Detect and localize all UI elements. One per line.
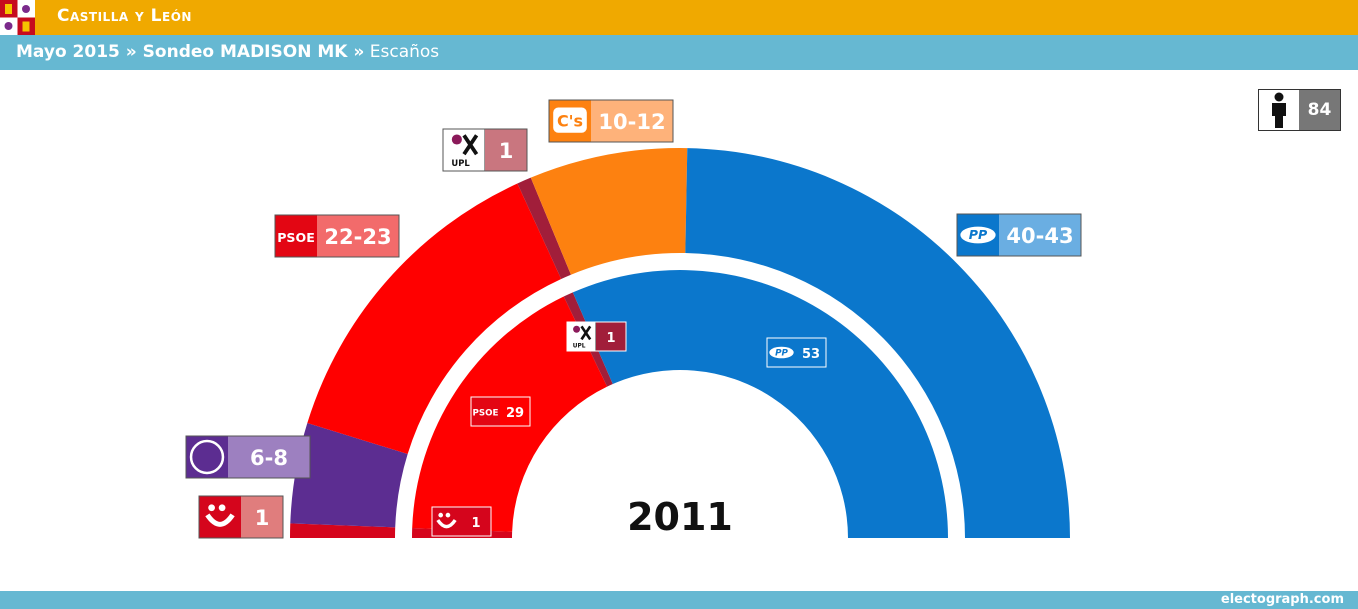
- svg-text:PP: PP: [775, 348, 788, 358]
- cs-logo-icon: C's: [549, 100, 591, 142]
- psoe-logo-icon: PSOE: [275, 215, 317, 257]
- total-seats-value: 84: [1299, 90, 1340, 130]
- poll-label-value: 10-12: [598, 110, 665, 134]
- result-2011-label-value: 53: [802, 347, 820, 362]
- poll-label-box: [317, 215, 399, 257]
- svg-text:C's: C's: [557, 111, 583, 130]
- poll-arc-c-s: [530, 148, 688, 275]
- poll-arc-podemos: [290, 423, 408, 528]
- pp-logo-icon: PP: [767, 338, 796, 367]
- poll-label-value: 40-43: [1006, 224, 1073, 248]
- poll-label-podemos: 6-8: [185, 435, 311, 479]
- outer-ring: [290, 148, 1070, 539]
- svg-text:UPL: UPL: [573, 344, 586, 350]
- svg-text:PSOE: PSOE: [277, 230, 315, 245]
- poll-label-pp: PP 40-43: [956, 213, 1082, 257]
- subtitle-light: Escaños: [364, 42, 440, 62]
- poll-label-box: [228, 436, 310, 478]
- poll-label-value: 6-8: [250, 446, 288, 470]
- result-2011-label-pp: PP 53: [766, 337, 827, 368]
- podemos-logo-icon: [186, 436, 228, 478]
- result-2011-label-value: 29: [506, 406, 524, 421]
- iu-logo-icon: [199, 496, 241, 538]
- poll-label-value: 22-23: [324, 225, 391, 249]
- result-2011-label-box: [461, 507, 491, 536]
- pp-logo-icon: PP: [957, 214, 999, 256]
- upl-logo-icon: UPL: [442, 128, 486, 172]
- result-2011-label-value: 1: [606, 331, 615, 346]
- result-2011-label-box: [596, 322, 626, 351]
- result-2011-label-iu: 1: [431, 506, 492, 537]
- result-2011-label-upl: UPL 1: [566, 321, 627, 352]
- poll-label-upl: UPL 1: [442, 128, 528, 172]
- labels: 1 6-8 PSOE 22-23 UPL 1 C's 10-12 PP 40-43 1 PSOE 29 U…: [185, 99, 1082, 539]
- poll-label-box: [591, 100, 673, 142]
- result-2011-label-box: [500, 397, 530, 426]
- footer-bar: electograph.com: [0, 591, 1358, 609]
- person-icon: [1272, 92, 1286, 128]
- svg-text:PSOE: PSOE: [473, 409, 499, 419]
- result-2011-label-value: 1: [471, 516, 480, 531]
- poll-label-value: 1: [499, 139, 514, 163]
- subtitle: Mayo 2015 » Sondeo MADISON MK » Escaños: [16, 42, 439, 62]
- poll-arc-iu: [290, 523, 396, 538]
- upl-logo-icon: UPL: [566, 321, 597, 352]
- poll-arc-upl: [517, 177, 571, 279]
- region-title: Castilla y León: [57, 6, 192, 26]
- result-2011-arc-pp: [572, 270, 948, 538]
- subtitle-bold: Mayo 2015 » Sondeo MADISON MK »: [16, 42, 365, 62]
- credit: electograph.com: [1220, 592, 1344, 607]
- psoe-logo-icon: PSOE: [471, 397, 500, 426]
- poll-label-psoe: PSOE 22-23: [274, 214, 400, 258]
- poll-arc-pp: [685, 148, 1070, 539]
- total-seats-box: 84: [1258, 89, 1341, 131]
- region-bar: Castilla y León: [0, 0, 1358, 35]
- poll-label-box: [241, 496, 283, 538]
- iu-logo-icon: [432, 507, 461, 536]
- poll-label-box: [999, 214, 1081, 256]
- subtitle-bar: Mayo 2015 » Sondeo MADISON MK » Escaños: [0, 35, 1358, 70]
- poll-label-c-s: C's 10-12: [548, 99, 674, 143]
- poll-label-box: [485, 129, 527, 171]
- castilla-leon-flag-icon: [0, 0, 35, 35]
- poll-arc-psoe: [307, 183, 562, 454]
- svg-text:PP: PP: [969, 227, 988, 242]
- year-label: 2011: [627, 495, 733, 539]
- svg-text:UPL: UPL: [451, 158, 470, 168]
- result-2011-label-box: [796, 338, 826, 367]
- poll-label-value: 1: [255, 506, 270, 530]
- poll-label-iu: 1: [198, 495, 284, 539]
- result-2011-label-psoe: PSOE 29: [470, 396, 531, 427]
